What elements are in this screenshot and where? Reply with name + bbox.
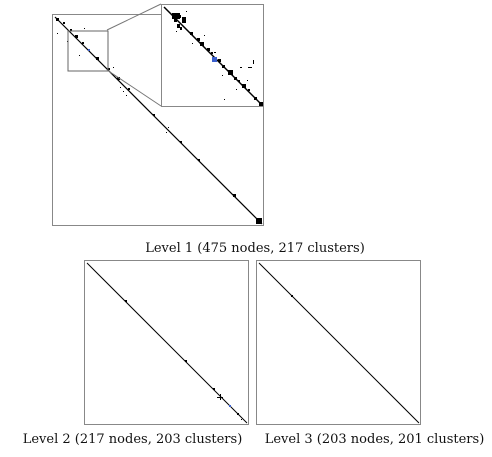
level3-blocks — [291, 295, 293, 297]
inset-diagonal — [163, 6, 263, 106]
zoom-inset-plot — [163, 6, 263, 106]
level1-highlight-point — [88, 49, 90, 51]
level1-diagonal — [54, 16, 263, 225]
level3-caption: Level 3 (203 nodes, 201 clusters) — [264, 432, 485, 447]
level2-caption: Level 2 (217 nodes, 203 clusters) — [22, 432, 243, 447]
level1-caption: Level 1 (475 nodes, 217 clusters) — [145, 241, 365, 256]
level2-matrix-panel — [84, 260, 249, 425]
inset-highlight-block — [212, 57, 217, 62]
level2-highlight-point — [229, 405, 231, 407]
level2-matrix-plot — [86, 262, 248, 424]
inset-blocks — [172, 11, 263, 106]
zoom-selection-box — [67, 30, 109, 72]
level3-matrix-panel — [256, 260, 421, 425]
level1-matrix-plot — [54, 16, 263, 225]
level2-blocks — [125, 300, 242, 420]
level3-matrix-plot — [258, 262, 420, 424]
level2-diagonal — [86, 262, 248, 424]
level3-diagonal — [258, 262, 420, 424]
zoom-inset-panel — [161, 4, 264, 107]
